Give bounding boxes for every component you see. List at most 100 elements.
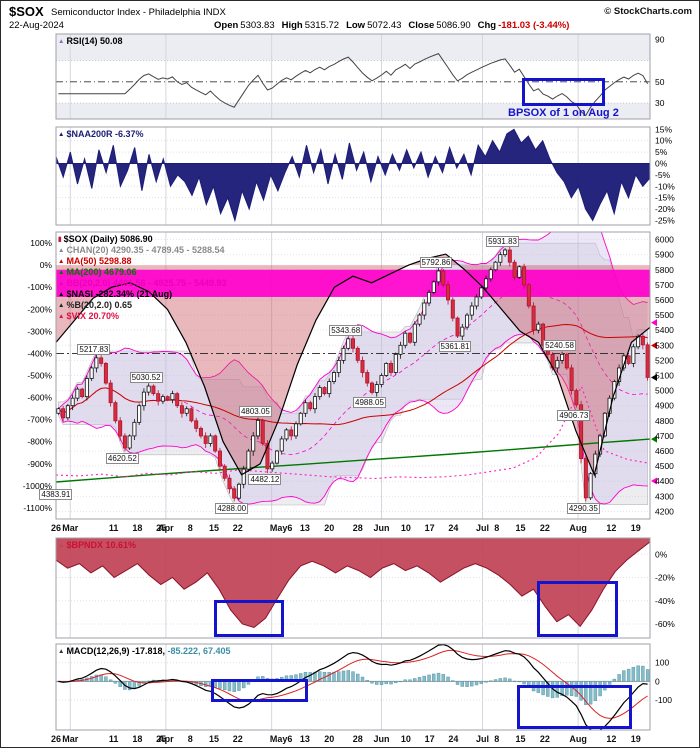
candle xyxy=(108,382,113,404)
candle xyxy=(640,335,645,346)
macd-hist-bar xyxy=(565,681,569,696)
axis-tick: 15% xyxy=(655,124,672,134)
candle xyxy=(370,382,375,393)
axis-tick: 5200 xyxy=(655,355,674,365)
candle xyxy=(488,269,493,280)
macd-hist-bar xyxy=(127,681,132,691)
main-overlay-label-7: ▲ $VIX 20.70% xyxy=(58,311,119,321)
candle xyxy=(170,393,175,401)
macd-hist-bar xyxy=(588,681,593,705)
naa200r-label-text: $NAA200R -6.37% xyxy=(66,129,144,139)
candle xyxy=(474,296,479,307)
axis-tick: 5400 xyxy=(655,325,674,335)
macd-hist-bar xyxy=(508,678,512,682)
price-marker xyxy=(651,477,657,485)
axis-tick: -25% xyxy=(655,215,675,225)
axis-tick: 4800 xyxy=(655,416,674,426)
candle xyxy=(579,404,584,459)
macd-label-text: MACD(12,26,9) -17.818, xyxy=(66,646,168,656)
axis-tick: -1100% xyxy=(23,503,52,513)
candle xyxy=(122,435,127,449)
date-label: 10 xyxy=(401,523,411,533)
candle xyxy=(331,372,336,382)
main-overlay-label-7-text: $VIX 20.70% xyxy=(66,311,119,321)
candle xyxy=(583,458,588,499)
candle xyxy=(360,359,365,373)
candle xyxy=(208,435,213,444)
axis-tick: 6000 xyxy=(655,235,674,245)
macd-hist-bar xyxy=(94,674,99,682)
annotation-rect-macd-1 xyxy=(211,679,308,702)
candle xyxy=(645,344,650,378)
macd-panel-border xyxy=(55,643,651,731)
date-label: 15 xyxy=(516,523,526,533)
candle xyxy=(141,391,146,407)
candle xyxy=(265,443,270,470)
axis-tick: 5500 xyxy=(655,310,674,320)
macd-hist-bar xyxy=(417,677,422,682)
axis-tick: -40% xyxy=(655,596,675,606)
naa200r-area xyxy=(55,128,651,223)
axis-tick: -500% xyxy=(27,371,52,381)
rsi-shaded-zone xyxy=(56,103,650,119)
macd-hist-bar xyxy=(546,681,550,697)
macd-hist-bar xyxy=(394,681,398,684)
macd-hist-bar xyxy=(137,681,141,687)
candle xyxy=(469,305,474,316)
macd-hist-bar xyxy=(132,681,137,689)
rsi-panel-border xyxy=(55,33,651,120)
candle xyxy=(374,384,379,393)
close-label: Close xyxy=(408,20,435,31)
candle xyxy=(184,408,189,414)
candle xyxy=(189,408,194,422)
candle xyxy=(89,367,94,379)
date-label: 26 xyxy=(51,523,61,533)
triangle-icon: ▲ xyxy=(58,647,65,655)
date-label: 22 xyxy=(233,734,243,744)
candle xyxy=(441,270,446,286)
axis-tick: 5300 xyxy=(655,340,674,350)
candle xyxy=(84,378,89,398)
axis-tick: 5900 xyxy=(655,250,674,260)
candle xyxy=(236,483,241,499)
axis-tick: 100% xyxy=(30,238,52,248)
annotation-rect-bpndx-2 xyxy=(537,581,618,637)
axis-tick: 0% xyxy=(40,260,53,270)
annotation-rect-bpndx-1 xyxy=(214,600,284,637)
nasi-line xyxy=(56,253,650,477)
date-label: 18 xyxy=(132,734,142,744)
candle xyxy=(503,249,508,256)
date-label: 8 xyxy=(494,734,499,744)
date-label: 20 xyxy=(324,734,334,744)
axis-tick: -600% xyxy=(27,393,52,403)
macd-hist-bar xyxy=(460,681,464,687)
macd-hist-bar xyxy=(465,681,469,687)
macd-hist-bar xyxy=(489,680,493,682)
axis-tick: 5700 xyxy=(655,280,674,290)
macd-label-text: -85.222, 67.405 xyxy=(167,646,231,656)
candle xyxy=(113,402,118,422)
candle xyxy=(260,419,265,444)
macd-hist-bar xyxy=(612,678,617,682)
candle xyxy=(517,266,522,278)
candle xyxy=(312,396,317,410)
date-label: 12 xyxy=(606,734,616,744)
main-overlay-label-4: ▲ BB(20,2.0) 4401.56 - 4925.75 - 5449.93 xyxy=(58,278,227,288)
date-label: 15 xyxy=(516,734,526,744)
axis-tick: -900% xyxy=(27,459,52,469)
triangle-icon: ▲ xyxy=(58,130,65,138)
candle xyxy=(255,419,260,437)
candle xyxy=(217,450,222,467)
macd-hist-bar xyxy=(408,679,412,682)
candle xyxy=(151,385,156,395)
macd-hist-bar xyxy=(512,680,517,682)
main-overlay-label-5: ▲ $NASI -282.34% (21 Aug) xyxy=(58,289,172,299)
candle xyxy=(175,393,180,407)
date-label: Mar xyxy=(62,734,79,744)
candle xyxy=(588,473,593,499)
axis-tick: 4500 xyxy=(655,461,674,471)
price-marker xyxy=(651,341,657,349)
axis-tick: -200% xyxy=(27,304,52,314)
candle xyxy=(526,284,531,307)
axis-tick: 0% xyxy=(655,158,668,168)
